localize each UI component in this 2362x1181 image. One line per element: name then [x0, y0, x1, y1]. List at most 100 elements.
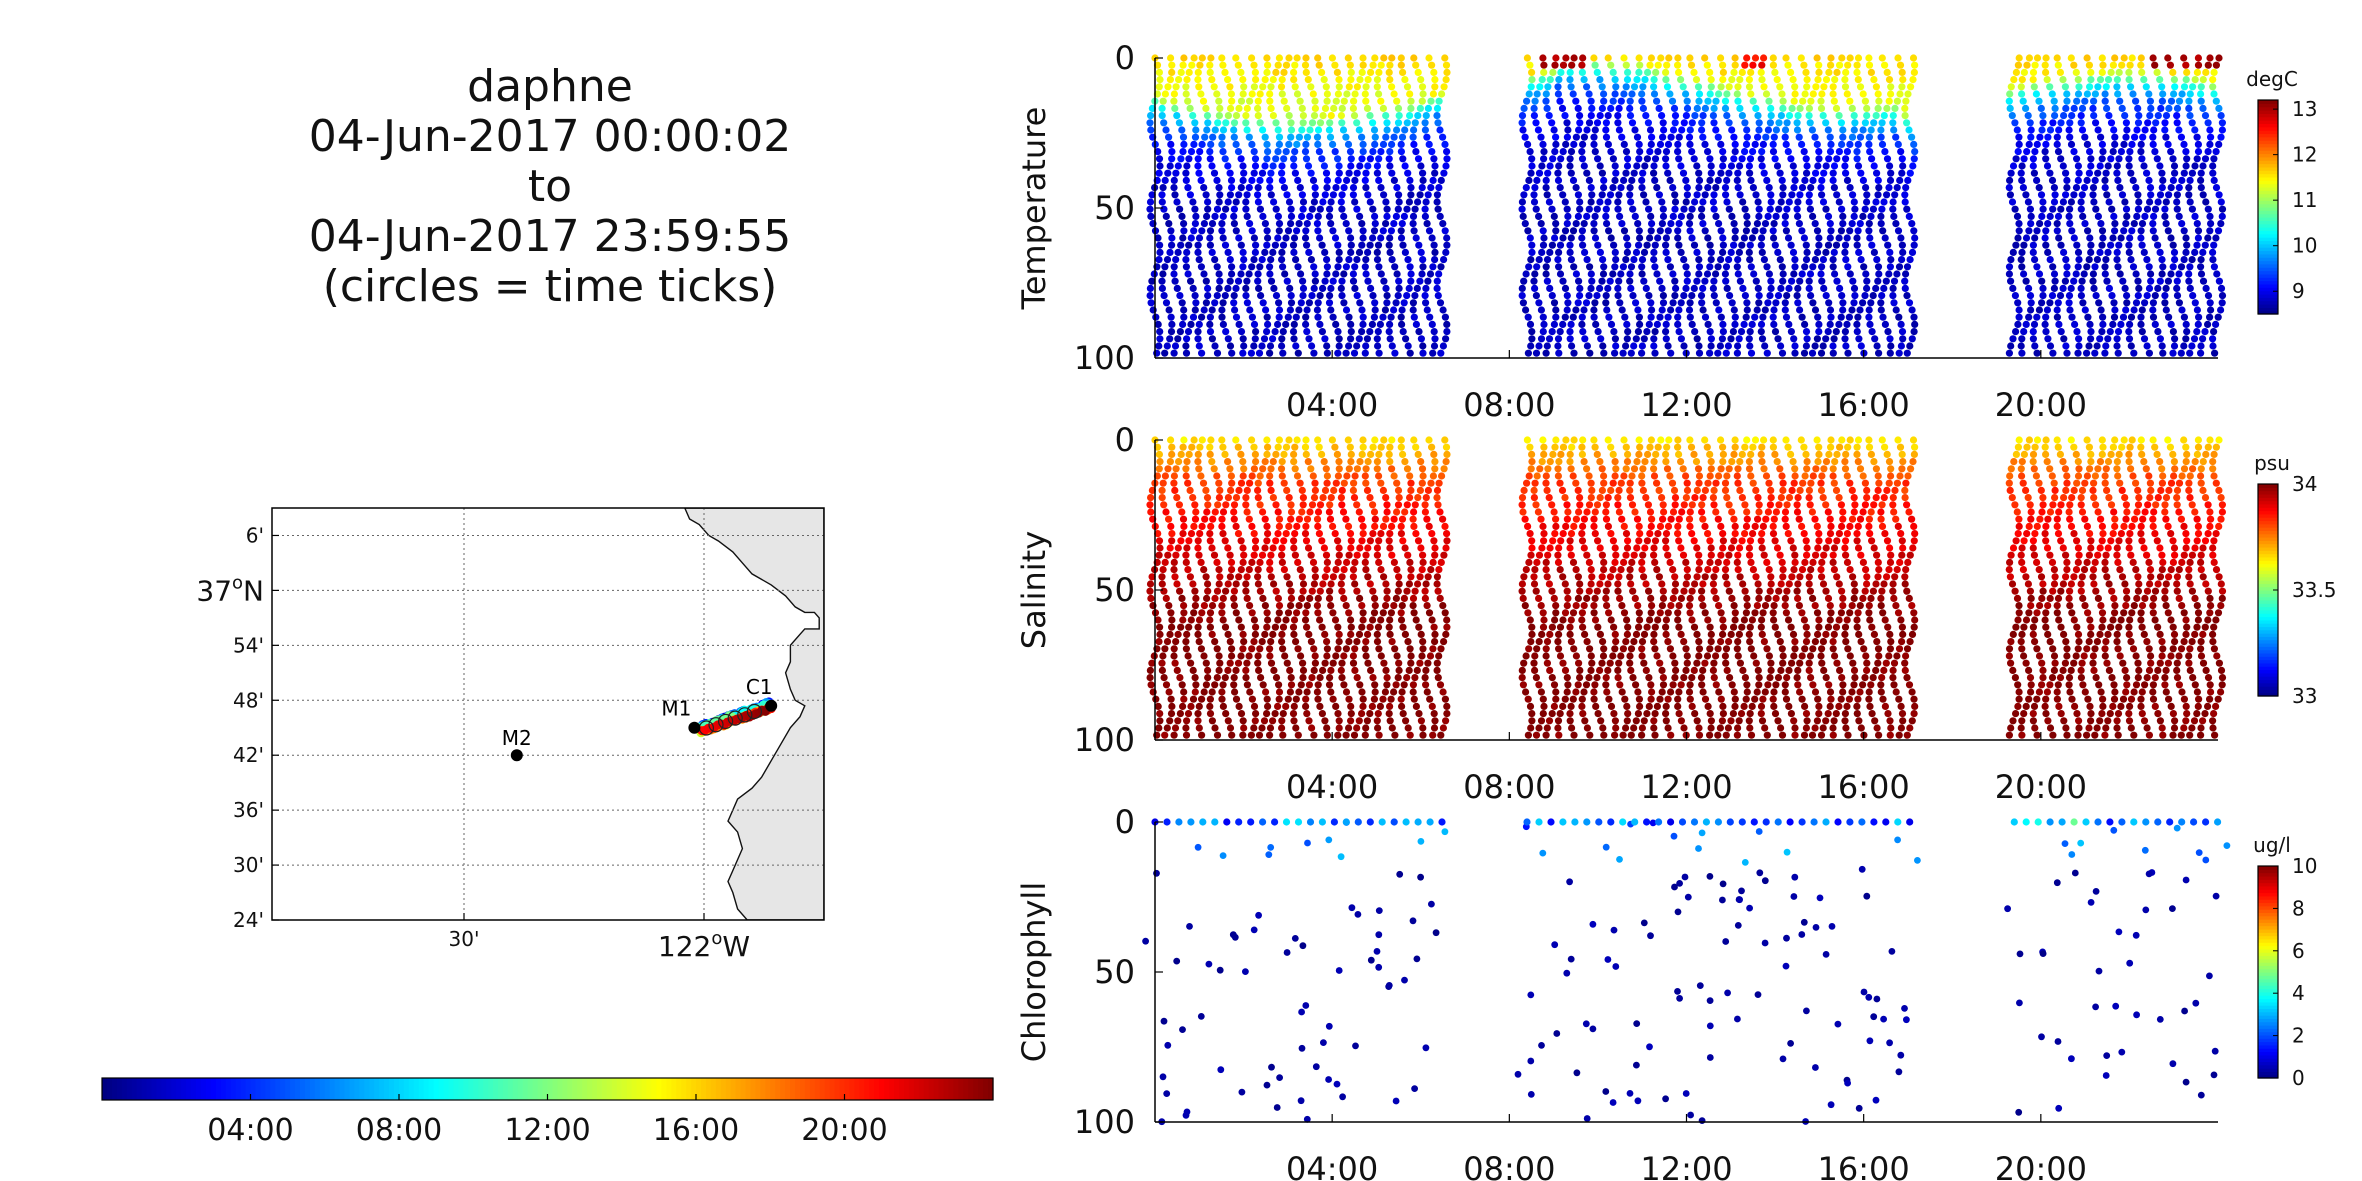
temperature-data-point	[2027, 299, 2035, 307]
temperature-data-point	[2089, 277, 2097, 285]
salinity-data-point	[1349, 659, 1358, 667]
salinity-data-point	[1350, 479, 1358, 487]
temperature-data-point	[2078, 104, 2087, 112]
temperature-data-point	[1224, 335, 1232, 343]
temperature-data-point	[1688, 292, 1696, 300]
temperature-data-point	[2140, 248, 2148, 256]
temperature-data-point	[2114, 349, 2122, 357]
temperature-data-point	[2131, 133, 2139, 141]
temperature-data-point	[2057, 328, 2065, 336]
salinity-data-point	[1259, 681, 1267, 689]
temperature-data-point	[1607, 104, 1615, 112]
time-colorbar-segment	[309, 1078, 316, 1100]
time-colorbar-segment	[116, 1078, 123, 1100]
time-colorbar-segment	[641, 1078, 648, 1100]
temperature-data-point	[1526, 148, 1534, 156]
temperature-data-point	[1373, 76, 1381, 84]
temperature-data-point	[1410, 313, 1418, 321]
temperature-data-point	[1202, 277, 1210, 285]
temperature-data-point	[2132, 270, 2140, 278]
temperature-data-point	[1347, 155, 1355, 163]
temperature-data-point	[1435, 270, 1443, 278]
temperature-data-point	[2197, 349, 2205, 357]
salinity-data-point	[1566, 450, 1574, 458]
temperature-data-point	[1146, 119, 1154, 127]
temperature-data-point	[1549, 68, 1557, 76]
temperature-data-point	[2154, 198, 2162, 206]
time-colorbar-segment	[389, 1078, 395, 1100]
temperature-data-point	[1340, 184, 1348, 192]
temperature-data-point	[1532, 349, 1541, 357]
temperature-data-point	[1385, 328, 1393, 336]
temperature-data-point	[1723, 284, 1731, 292]
salinity-data-point	[1275, 522, 1283, 531]
salinity-data-point	[1237, 566, 1245, 574]
salinity-data-point	[1301, 616, 1310, 624]
time-colorbar-segment	[275, 1078, 281, 1100]
salinity-data-point	[1561, 666, 1570, 675]
temperature-data-point	[2140, 162, 2148, 170]
temperature-data-point	[1755, 212, 1763, 220]
temperature-data-point	[1632, 299, 1640, 307]
temperature-data-point	[2122, 306, 2130, 314]
temperature-data-point	[2031, 256, 2039, 264]
temperature-data-point	[1848, 306, 1856, 314]
temperature-data-point	[2054, 212, 2063, 220]
temperature-data-point	[2167, 148, 2175, 156]
temperature-data-point	[2027, 126, 2035, 134]
time-colorbar-segment	[235, 1078, 242, 1100]
salinity-data-point	[1342, 731, 1350, 739]
temperature-data-point	[1611, 263, 1619, 271]
temperature-data-point	[1745, 335, 1753, 343]
temperature-data-point	[1522, 270, 1530, 278]
salinity-data-point	[1406, 472, 1414, 480]
salinity-data-point	[1266, 645, 1274, 653]
salinity-data-point	[1226, 638, 1234, 646]
salinity-data-point	[1173, 666, 1181, 675]
temperature-data-point	[1746, 328, 1754, 336]
temperature-data-point	[1809, 299, 1817, 307]
temperature-data-point	[1898, 328, 1907, 336]
salinity-data-point	[1534, 508, 1542, 516]
temperature-data-point	[2006, 176, 2014, 184]
temperature-data-point	[1250, 342, 1258, 350]
temperature-data-point	[1769, 54, 1777, 62]
temperature-data-point	[1910, 68, 1918, 76]
temperature-data-point	[2044, 133, 2052, 141]
temperature-data-point	[1316, 119, 1325, 127]
temperature-data-point	[1863, 198, 1871, 206]
salinity-data-point	[1318, 623, 1326, 631]
temperature-data-point	[1259, 212, 1267, 220]
temperature-data-point	[2084, 313, 2092, 321]
temperature-data-point	[1567, 320, 1575, 328]
salinity-data-point	[1160, 501, 1168, 509]
salinity-data-point	[1338, 573, 1346, 581]
salinity-data-point	[1578, 530, 1586, 538]
temperature-data-point	[1269, 335, 1277, 343]
salinity-data-point	[1379, 486, 1387, 494]
temperature-data-point	[1345, 342, 1353, 350]
temperature-data-point	[2067, 54, 2075, 62]
temperature-data-point	[1699, 112, 1707, 120]
temperature-data-point	[1308, 119, 1317, 127]
salinity-data-point	[1269, 717, 1277, 725]
temperature-data-point	[1204, 119, 1212, 127]
salinity-data-point	[1266, 724, 1275, 732]
salinity-data-point	[1578, 695, 1586, 703]
temperature-data-point	[1809, 263, 1817, 271]
time-colorbar-segment	[661, 1078, 667, 1100]
temperature-data-point	[2121, 284, 2129, 292]
temperature-data-point	[1230, 220, 1238, 228]
temperature-data-point	[1767, 198, 1775, 206]
salinity-data-point	[1355, 508, 1363, 516]
salinity-data-point	[1566, 717, 1574, 725]
salinity-data-point	[1154, 530, 1162, 538]
temperature-data-point	[2204, 205, 2212, 213]
temperature-data-point	[1398, 320, 1406, 328]
temperature-data-point	[1533, 176, 1541, 184]
temperature-data-point	[2162, 198, 2170, 206]
salinity-data-point	[1399, 537, 1407, 545]
temperature-data-point	[2151, 61, 2159, 69]
temperature-data-point	[1342, 349, 1350, 357]
temperature-data-point	[1323, 184, 1331, 192]
